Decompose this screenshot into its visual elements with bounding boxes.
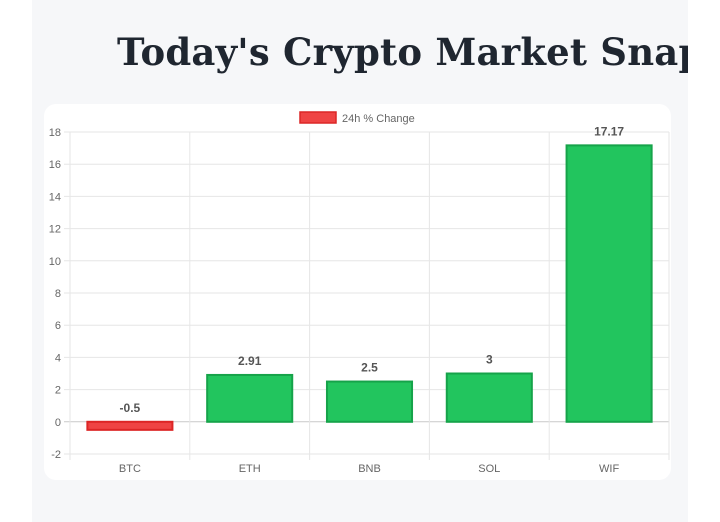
chart-bars [86, 144, 653, 431]
y-tick-label: 16 [49, 159, 61, 171]
x-tick-label: ETH [239, 463, 261, 475]
legend-swatch [299, 111, 337, 124]
x-tick-label: WIF [599, 463, 619, 475]
data-labels: -0.5 2.91 2.5 3 17.17 [120, 124, 625, 414]
y-tick-label: 8 [55, 288, 61, 300]
chart-legend[interactable]: 24h % Change [299, 111, 415, 125]
legend-label: 24h % Change [342, 113, 415, 125]
bar-sol [445, 372, 533, 423]
y-tick-label: 14 [49, 191, 61, 203]
y-tick-label: -2 [51, 449, 61, 461]
bar-eth [206, 373, 294, 423]
bar-btc [86, 420, 174, 431]
x-tick-label: BNB [358, 463, 381, 475]
bar-bnb [325, 380, 414, 423]
y-tick-label: 10 [49, 256, 61, 268]
y-tick-label: 18 [49, 127, 61, 139]
y-tick-label: 0 [55, 417, 61, 429]
data-label-bnb: 2.5 [361, 361, 378, 375]
x-tick-label: BTC [119, 463, 141, 475]
y-tick-label: 12 [49, 224, 61, 236]
x-axis-ticks: BTC ETH BNB SOL WIF [119, 463, 620, 475]
page-title: Today's Crypto Market Snapshot [117, 30, 688, 74]
data-label-sol: 3 [486, 353, 493, 367]
x-tick-label: SOL [478, 463, 500, 475]
data-label-wif: 17.17 [594, 124, 624, 138]
bar-wif [565, 144, 653, 423]
data-label-eth: 2.91 [238, 354, 262, 368]
y-tick-label: 2 [55, 385, 61, 397]
data-label-btc: -0.5 [120, 401, 141, 415]
y-axis-ticks: -2 0 2 4 6 8 10 12 14 16 18 [49, 127, 61, 461]
y-tick-label: 6 [55, 320, 61, 332]
y-tick-label: 4 [55, 352, 61, 364]
